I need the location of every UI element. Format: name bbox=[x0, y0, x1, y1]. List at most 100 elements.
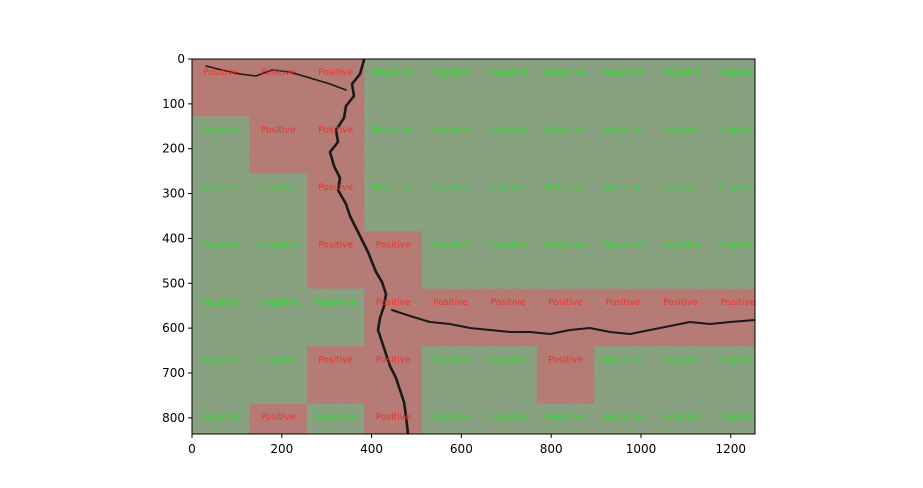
prediction-cell bbox=[536, 59, 595, 117]
cell-label: Negative bbox=[201, 298, 242, 308]
cell-label: Negative bbox=[315, 413, 356, 423]
cell-label: Negative bbox=[545, 68, 586, 78]
prediction-cell bbox=[306, 231, 365, 289]
main-crack bbox=[328, 59, 410, 434]
crack-lines bbox=[205, 59, 755, 434]
cell-label: Negative bbox=[430, 355, 471, 365]
prediction-cell bbox=[479, 288, 537, 347]
prediction-cell bbox=[306, 173, 365, 232]
cell-label: Negative bbox=[718, 68, 759, 78]
prediction-cell bbox=[192, 403, 250, 434]
cell-label: Positive bbox=[433, 298, 468, 308]
prediction-cell bbox=[536, 116, 595, 174]
cell-label: Negative bbox=[258, 355, 299, 365]
cell-label: Positive bbox=[318, 183, 353, 193]
prediction-cell bbox=[651, 346, 710, 404]
x-axis: 0 200 400 600 800 1000 1200 bbox=[188, 434, 746, 456]
prediction-cell bbox=[364, 403, 422, 434]
prediction-cell bbox=[192, 116, 250, 174]
cell-label: Positive bbox=[663, 298, 698, 308]
cell-label: Negative bbox=[660, 413, 701, 423]
cell-label: Negative bbox=[201, 413, 242, 423]
cell-label: Negative bbox=[430, 183, 471, 193]
cell-label: Positive bbox=[376, 413, 411, 423]
cell-label: Negative bbox=[430, 413, 471, 423]
cell-label: Negative bbox=[488, 183, 529, 193]
cell-label: Negative bbox=[660, 126, 701, 136]
y-tick-label: 800 bbox=[162, 411, 185, 425]
cell-label: Negative bbox=[201, 240, 242, 250]
prediction-cell bbox=[192, 288, 250, 347]
y-tick-label: 700 bbox=[162, 366, 185, 380]
y-tick-label: 100 bbox=[162, 97, 185, 111]
prediction-cell bbox=[364, 59, 422, 117]
cell-label: Negative bbox=[373, 126, 414, 136]
cell-label: Negative bbox=[660, 68, 701, 78]
prediction-cells bbox=[192, 59, 755, 434]
y-tick-label: 600 bbox=[162, 321, 185, 335]
y-tick-label: 400 bbox=[162, 231, 185, 245]
cell-label: Negative bbox=[718, 240, 759, 250]
cell-label: Negative bbox=[718, 413, 759, 423]
prediction-cell bbox=[249, 346, 307, 404]
prediction-cell bbox=[651, 403, 710, 434]
prediction-cell bbox=[192, 346, 250, 404]
x-tick-label: 400 bbox=[360, 442, 383, 456]
prediction-cell bbox=[594, 346, 652, 404]
cell-label: Negative bbox=[488, 355, 529, 365]
prediction-cell bbox=[479, 173, 537, 232]
prediction-cell bbox=[192, 59, 250, 117]
cell-label: Negative bbox=[430, 126, 471, 136]
prediction-cell bbox=[536, 231, 595, 289]
y-tick-label: 200 bbox=[162, 142, 185, 156]
prediction-cell bbox=[651, 288, 710, 347]
cell-label: Positive bbox=[548, 355, 583, 365]
cell-label: Positive bbox=[548, 298, 583, 308]
prediction-cell bbox=[651, 59, 710, 117]
cell-label: Negative bbox=[488, 68, 529, 78]
prediction-cell bbox=[709, 231, 755, 289]
prediction-cell bbox=[421, 173, 480, 232]
cell-label: Positive bbox=[318, 126, 353, 136]
y-tick-label: 0 bbox=[177, 52, 185, 66]
prediction-cell bbox=[479, 231, 537, 289]
prediction-cell bbox=[364, 173, 422, 232]
prediction-cell bbox=[421, 403, 480, 434]
prediction-cell bbox=[249, 116, 307, 174]
cell-label: Negative bbox=[718, 183, 759, 193]
cell-label: Negative bbox=[488, 126, 529, 136]
x-tick-label: 800 bbox=[540, 442, 563, 456]
prediction-cell bbox=[364, 231, 422, 289]
cell-label: Negative bbox=[201, 355, 242, 365]
prediction-cell bbox=[421, 288, 480, 347]
cell-label: Positive bbox=[721, 298, 756, 308]
prediction-cell bbox=[306, 346, 365, 404]
prediction-cell bbox=[479, 403, 537, 434]
cell-label: Negative bbox=[603, 355, 644, 365]
y-tick-label: 300 bbox=[162, 187, 185, 201]
prediction-cell bbox=[479, 116, 537, 174]
cell-label: Negative bbox=[488, 240, 529, 250]
cell-label: Negative bbox=[545, 413, 586, 423]
x-tick-label: 200 bbox=[270, 442, 293, 456]
cell-label: Positive bbox=[376, 240, 411, 250]
x-tick-label: 0 bbox=[188, 442, 196, 456]
prediction-cell bbox=[364, 116, 422, 174]
cell-label: Negative bbox=[373, 68, 414, 78]
prediction-cell bbox=[479, 346, 537, 404]
x-tick-label: 1200 bbox=[715, 442, 746, 456]
prediction-cell bbox=[306, 59, 365, 117]
prediction-cell bbox=[709, 116, 755, 174]
prediction-cell bbox=[421, 231, 480, 289]
x-tick-label: 1000 bbox=[626, 442, 657, 456]
cell-label: Negative bbox=[258, 298, 299, 308]
prediction-cell bbox=[709, 346, 755, 404]
prediction-cell bbox=[192, 231, 250, 289]
prediction-labels: Positive Positive Positive Negative Negative… bbox=[201, 68, 759, 423]
prediction-cell bbox=[594, 403, 652, 434]
cell-label: Negative bbox=[603, 240, 644, 250]
plot-area: Positive Positive Positive Negative Negative… bbox=[192, 59, 759, 434]
cell-label: Negative bbox=[603, 68, 644, 78]
prediction-cell bbox=[651, 116, 710, 174]
